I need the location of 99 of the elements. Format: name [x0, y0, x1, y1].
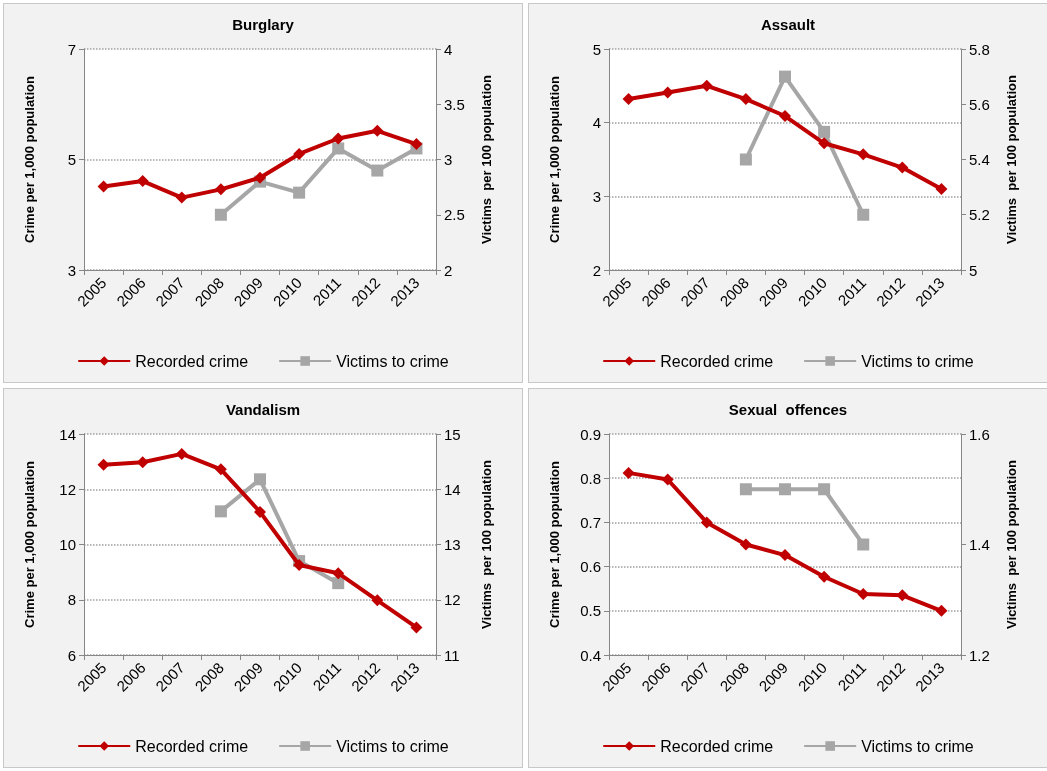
point	[818, 125, 831, 138]
point	[254, 171, 266, 184]
point	[739, 93, 752, 106]
y2-axis-title: Victims per 100 population	[1004, 460, 1019, 629]
y2-tick-label: 2	[444, 261, 453, 279]
chart-title: Burglary	[232, 16, 295, 33]
y-tick-label: 4	[592, 114, 601, 132]
point	[818, 570, 831, 583]
point	[896, 161, 909, 174]
point	[371, 594, 384, 607]
y-tick-label: 2	[592, 261, 601, 279]
y2-tick-label: 5.2	[969, 206, 990, 224]
point	[97, 458, 110, 471]
legend-label: Recorded crime	[135, 737, 249, 755]
y-tick-label: 8	[67, 591, 76, 609]
point	[254, 473, 266, 486]
y-tick-label: 5	[592, 40, 601, 58]
y-axis-title: Crime per 1,000 population	[547, 76, 562, 243]
y2-tick-label: 3.5	[444, 95, 465, 113]
y2-tick-label: 1.6	[969, 425, 990, 443]
legend-label: Victims to crime	[336, 352, 449, 370]
y-tick-label: 5	[67, 151, 76, 168]
point	[410, 138, 423, 151]
y2-tick-label: 12	[444, 591, 461, 609]
point	[700, 79, 713, 92]
point	[779, 70, 791, 83]
point	[293, 147, 306, 160]
y2-tick-label: 4	[444, 40, 453, 58]
y-tick-label: 7	[67, 40, 76, 58]
point	[332, 142, 345, 155]
point	[175, 191, 188, 204]
y2-tick-label: 5.4	[969, 151, 990, 168]
y-tick-label: 12	[59, 480, 76, 498]
point	[622, 93, 635, 106]
point	[371, 164, 384, 177]
y2-tick-label: 14	[444, 480, 461, 498]
chart-title: Assault	[760, 16, 816, 33]
point	[254, 505, 266, 518]
y-tick-label: 0.9	[580, 425, 601, 443]
point	[332, 577, 345, 590]
y-axis-title: Crime per 1,000 population	[22, 76, 37, 243]
point	[935, 604, 948, 617]
y2-tick-label: 1.2	[969, 646, 990, 664]
y2-tick-label: 1.4	[969, 536, 990, 553]
legend-label: Recorded crime	[660, 352, 774, 370]
point	[214, 208, 227, 221]
y2-tick-label: 5.6	[969, 95, 990, 113]
y2-tick-label: 13	[444, 536, 461, 553]
y-tick-label: 3	[592, 187, 601, 205]
y-tick-label: 10	[59, 536, 76, 553]
legend-label: Recorded crime	[135, 352, 249, 370]
chart-title: Sexual offences	[728, 401, 848, 418]
point	[779, 549, 791, 562]
y2-tick-label: 3	[444, 151, 453, 168]
y2-axis-title: Victims per 100 population	[1004, 75, 1019, 244]
chart-title: Vandalism	[225, 401, 301, 418]
point	[175, 447, 188, 460]
point	[857, 148, 870, 161]
y-tick-label: 14	[59, 425, 76, 443]
point	[371, 124, 384, 137]
legend-label: Victims to crime	[861, 352, 974, 370]
point	[332, 132, 345, 145]
y-tick-label: 0.5	[580, 602, 601, 620]
point	[293, 186, 306, 199]
y-tick-label: 6	[67, 646, 76, 664]
y-tick-label: 0.8	[580, 469, 601, 487]
point	[136, 175, 149, 188]
y2-tick-label: 2.5	[444, 206, 465, 224]
legend-label: Victims to crime	[336, 737, 449, 755]
point	[700, 516, 713, 529]
y2-tick-label: 5	[969, 261, 978, 279]
point	[332, 567, 345, 580]
y2-tick-label: 11	[444, 646, 460, 664]
point	[739, 538, 752, 551]
point	[622, 466, 635, 479]
y-tick-label: 0.7	[580, 513, 601, 531]
y2-axis-title: Victims per 100 population	[479, 460, 494, 629]
y2-tick-label: 5.8	[969, 40, 990, 58]
y-axis-title: Crime per 1,000 population	[22, 461, 37, 628]
y-tick-label: 3	[67, 261, 76, 279]
point	[661, 86, 674, 99]
point	[818, 137, 831, 150]
point	[661, 473, 674, 486]
y2-axis-title: Victims per 100 population	[479, 75, 494, 244]
y-axis-title: Crime per 1,000 population	[547, 461, 562, 628]
legend-label: Recorded crime	[660, 737, 774, 755]
point	[410, 621, 423, 634]
point	[739, 153, 752, 166]
y-tick-label: 0.4	[580, 646, 601, 664]
y2-tick-label: 15	[444, 425, 461, 443]
point	[214, 505, 227, 518]
legend-label: Victims to crime	[861, 737, 974, 755]
point	[935, 182, 948, 195]
point	[97, 180, 110, 193]
point	[857, 208, 870, 221]
point	[214, 183, 227, 196]
point	[214, 463, 227, 476]
point	[779, 110, 791, 123]
y-tick-label: 0.6	[580, 558, 601, 576]
